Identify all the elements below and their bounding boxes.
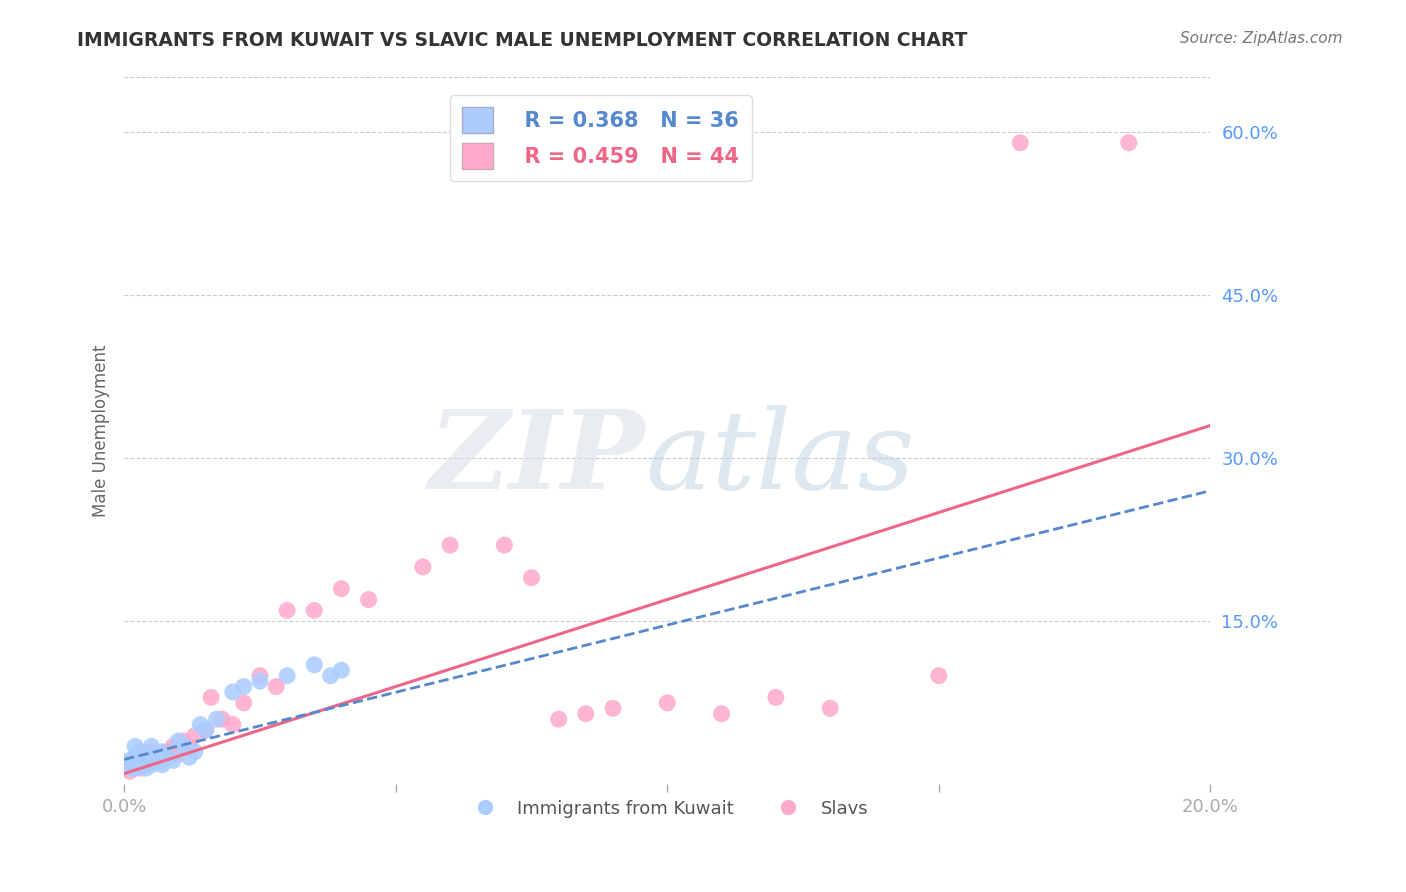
- Point: [184, 745, 207, 759]
- Point: [575, 706, 598, 721]
- Point: [1010, 136, 1032, 150]
- Point: [135, 761, 157, 775]
- Point: [115, 757, 138, 772]
- Point: [232, 696, 254, 710]
- Point: [184, 729, 207, 743]
- Point: [121, 756, 143, 770]
- Y-axis label: Male Unemployment: Male Unemployment: [93, 344, 110, 517]
- Point: [710, 706, 733, 721]
- Point: [319, 668, 342, 682]
- Point: [124, 761, 146, 775]
- Point: [129, 754, 152, 768]
- Point: [124, 750, 146, 764]
- Point: [304, 603, 326, 617]
- Point: [124, 757, 146, 772]
- Point: [135, 757, 157, 772]
- Point: [765, 690, 787, 705]
- Point: [200, 690, 222, 705]
- Point: [115, 761, 138, 775]
- Point: [141, 757, 163, 772]
- Point: [146, 750, 169, 764]
- Point: [330, 663, 353, 677]
- Point: [222, 717, 245, 731]
- Point: [439, 538, 461, 552]
- Point: [412, 560, 434, 574]
- Point: [135, 756, 157, 770]
- Legend: Immigrants from Kuwait, Slavs: Immigrants from Kuwait, Slavs: [460, 792, 876, 825]
- Text: Source: ZipAtlas.com: Source: ZipAtlas.com: [1180, 31, 1343, 46]
- Point: [156, 745, 179, 759]
- Point: [173, 739, 195, 754]
- Point: [118, 756, 141, 770]
- Point: [162, 754, 184, 768]
- Point: [194, 723, 217, 737]
- Point: [124, 750, 146, 764]
- Point: [494, 538, 516, 552]
- Point: [129, 757, 152, 772]
- Point: [1118, 136, 1140, 150]
- Point: [330, 582, 353, 596]
- Text: ZIP: ZIP: [429, 406, 645, 513]
- Point: [928, 668, 950, 682]
- Point: [602, 701, 624, 715]
- Point: [124, 739, 146, 754]
- Point: [211, 712, 233, 726]
- Point: [129, 754, 152, 768]
- Point: [118, 761, 141, 775]
- Point: [141, 754, 163, 768]
- Text: IMMIGRANTS FROM KUWAIT VS SLAVIC MALE UNEMPLOYMENT CORRELATION CHART: IMMIGRANTS FROM KUWAIT VS SLAVIC MALE UN…: [77, 31, 967, 50]
- Point: [118, 754, 141, 768]
- Point: [167, 747, 190, 761]
- Point: [156, 750, 179, 764]
- Point: [232, 680, 254, 694]
- Point: [129, 761, 152, 775]
- Point: [276, 668, 298, 682]
- Point: [222, 685, 245, 699]
- Point: [135, 750, 157, 764]
- Point: [141, 745, 163, 759]
- Point: [194, 723, 217, 737]
- Point: [276, 603, 298, 617]
- Point: [657, 696, 679, 710]
- Point: [304, 657, 326, 672]
- Point: [141, 739, 163, 754]
- Point: [547, 712, 569, 726]
- Point: [118, 764, 141, 779]
- Point: [179, 750, 201, 764]
- Point: [264, 680, 287, 694]
- Point: [135, 750, 157, 764]
- Point: [162, 739, 184, 754]
- Point: [818, 701, 841, 715]
- Point: [150, 745, 173, 759]
- Point: [141, 756, 163, 770]
- Point: [150, 757, 173, 772]
- Text: atlas: atlas: [645, 406, 915, 513]
- Point: [173, 734, 195, 748]
- Point: [146, 750, 169, 764]
- Point: [179, 739, 201, 754]
- Point: [150, 754, 173, 768]
- Point: [129, 745, 152, 759]
- Point: [188, 717, 211, 731]
- Point: [249, 674, 271, 689]
- Point: [520, 571, 543, 585]
- Point: [205, 712, 228, 726]
- Point: [146, 756, 169, 770]
- Point: [167, 734, 190, 748]
- Point: [357, 592, 380, 607]
- Point: [249, 668, 271, 682]
